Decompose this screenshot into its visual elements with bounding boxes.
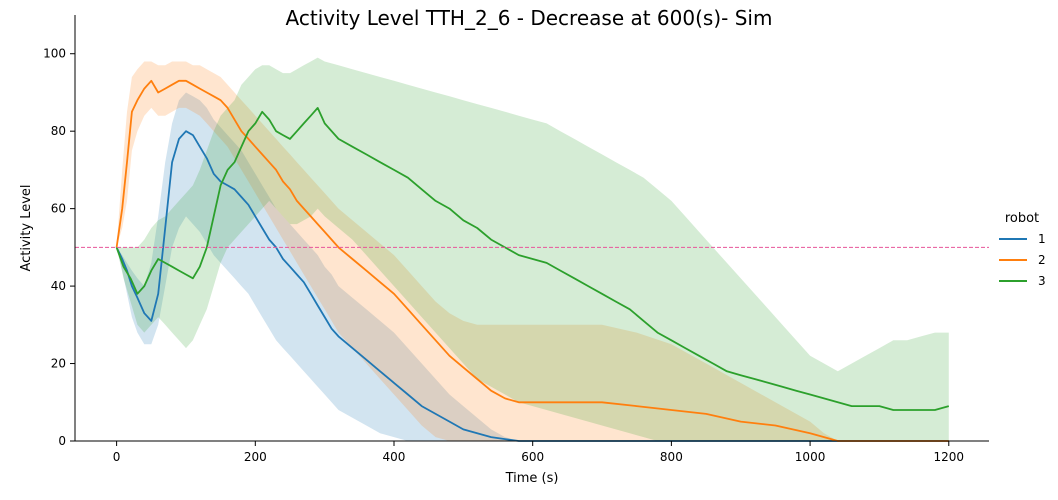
confidence-band-robot-1 xyxy=(116,92,949,441)
y-tick-label: 40 xyxy=(51,279,66,293)
legend-title: robot xyxy=(1005,211,1039,226)
y-tick-label: 20 xyxy=(51,357,66,371)
y-tick-label: 60 xyxy=(51,202,66,216)
x-tick-label: 600 xyxy=(521,450,544,464)
series-lines xyxy=(115,79,950,442)
legend-label-robot-2: 2 xyxy=(1038,253,1046,267)
x-tick-label: 200 xyxy=(244,450,267,464)
legend-label-robot-1: 1 xyxy=(1038,232,1046,246)
confidence-band-robot-2 xyxy=(116,61,949,441)
series-line-robot-3 xyxy=(115,107,950,411)
x-tick-label: 0 xyxy=(113,450,121,464)
x-axis-label: Time (s) xyxy=(505,471,559,486)
y-tick-label: 100 xyxy=(43,47,66,61)
series-line-robot-2 xyxy=(115,79,949,442)
y-tick-label: 80 xyxy=(51,124,66,138)
confidence-band-robot-3 xyxy=(116,57,949,441)
x-tick-label: 1000 xyxy=(795,450,826,464)
legend: robot 1 2 3 xyxy=(999,211,1046,288)
axes xyxy=(74,15,989,442)
y-axis-label: Activity Level xyxy=(19,184,34,271)
x-tick-label: 400 xyxy=(383,450,406,464)
chart-title: Activity Level TTH_2_6 - Decrease at 600… xyxy=(286,6,773,30)
confidence-bands xyxy=(116,57,949,441)
x-tick-label: 800 xyxy=(660,450,683,464)
series-line-robot-1 xyxy=(115,130,949,442)
y-ticks: 0 20 40 60 80 100 xyxy=(43,47,75,448)
y-tick-label: 0 xyxy=(58,434,66,448)
x-ticks: 0 200 400 600 800 1000 1200 xyxy=(113,441,964,464)
x-tick-label: 1200 xyxy=(934,450,965,464)
legend-label-robot-3: 3 xyxy=(1038,274,1046,288)
